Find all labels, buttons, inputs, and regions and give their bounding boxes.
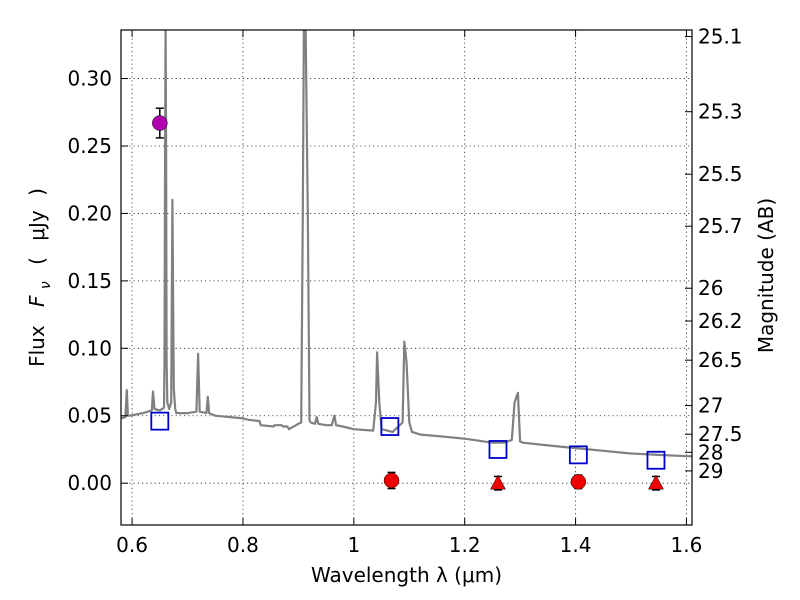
x-axis-label: Wavelength λ (μm) bbox=[311, 563, 502, 587]
mag-tick-label: 28 bbox=[698, 440, 723, 464]
y-label-nu: ν bbox=[38, 281, 54, 289]
y-label-F: F bbox=[25, 295, 49, 307]
model-photometry-square bbox=[568, 445, 588, 465]
y-label-paren-close: ) bbox=[25, 188, 49, 196]
mag-tick-label: 26.2 bbox=[698, 309, 743, 333]
x-tick-label: 1.4 bbox=[560, 533, 592, 557]
y-tick-label: 0.25 bbox=[67, 134, 112, 158]
model-photometry-square bbox=[488, 440, 508, 459]
mag-tick-label: 25.5 bbox=[698, 162, 743, 186]
model-photometry-square bbox=[150, 411, 170, 431]
y-tick-label: 0.15 bbox=[67, 269, 112, 293]
mag-tick-label: 27.5 bbox=[698, 422, 743, 446]
mag-tick-label: 25.3 bbox=[698, 100, 743, 124]
mag-tick-label: 27 bbox=[698, 394, 723, 418]
y-label-paren-open: ( bbox=[25, 257, 49, 265]
y-tick-label: 0.00 bbox=[67, 471, 112, 495]
y-tick-label: 0.20 bbox=[67, 201, 112, 225]
x-tick-label: 0.8 bbox=[227, 533, 259, 557]
plot-frame bbox=[120, 29, 693, 526]
x-tick-label: 0.6 bbox=[116, 533, 148, 557]
y-tick-label: 0.30 bbox=[67, 67, 112, 91]
x-tick-label: 1.2 bbox=[449, 533, 481, 557]
measured-point bbox=[383, 472, 400, 489]
mag-tick-label: 26 bbox=[698, 276, 723, 300]
spectrum-line bbox=[121, 30, 692, 458]
y-label-unit: μJy bbox=[25, 210, 49, 241]
x-tick-label: 1.6 bbox=[671, 533, 703, 557]
y-tick-label: 0.05 bbox=[67, 404, 112, 428]
data-markers bbox=[150, 107, 666, 491]
right-axis-label: Magnitude (AB) bbox=[754, 198, 778, 353]
mag-tick-label: 26.5 bbox=[698, 348, 743, 372]
model-photometry-square bbox=[646, 450, 666, 470]
x-tick-label: 1 bbox=[347, 533, 360, 557]
y-axis-label: Flux F ν ( μJy ) bbox=[25, 188, 55, 367]
measured-point bbox=[570, 474, 587, 490]
upper-limit-triangle bbox=[648, 474, 664, 490]
grid-lines bbox=[121, 30, 692, 525]
y-label-flux: Flux bbox=[25, 325, 49, 367]
plot-area bbox=[121, 30, 692, 458]
y-tick-label: 0.10 bbox=[67, 336, 112, 360]
model-photometry-square bbox=[380, 417, 400, 436]
axis-ticks: 0.6 0.8 1 1.2 1.4 1.6 0.00 0.05 0.10 0.15 0.20 0.25… bbox=[67, 25, 742, 557]
mag-tick-label: 25.7 bbox=[698, 214, 743, 238]
measured-point bbox=[152, 115, 168, 131]
mag-tick-label: 25.1 bbox=[698, 25, 743, 49]
mag-tick-label: 29 bbox=[698, 459, 723, 483]
upper-limit-triangle bbox=[490, 474, 506, 490]
